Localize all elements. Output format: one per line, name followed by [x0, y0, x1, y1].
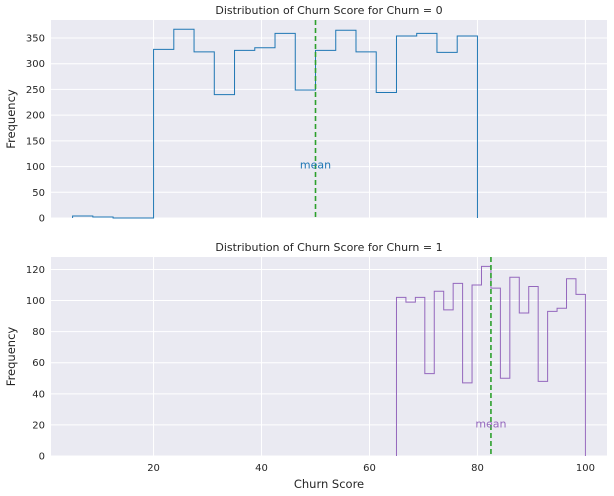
histogram-bin — [295, 90, 315, 218]
histogram-bin — [336, 30, 356, 218]
plot-area — [51, 20, 607, 218]
histogram-bin — [444, 310, 453, 456]
mean-label: mean — [475, 417, 506, 430]
histogram-bin — [376, 93, 396, 218]
histogram-bin — [275, 33, 295, 218]
y-tick-label: 0 — [39, 452, 45, 463]
y-axis-label: Frequency — [4, 327, 18, 387]
histogram-bin — [415, 297, 424, 456]
x-tick-label: 20 — [147, 463, 160, 474]
histogram-bin — [235, 50, 255, 218]
histogram-bin — [425, 374, 434, 456]
histogram-bin — [491, 288, 500, 456]
histogram-bin — [434, 291, 443, 456]
x-tick-label: 40 — [255, 463, 268, 474]
histogram-bin — [510, 277, 519, 456]
y-tick-label: 20 — [32, 420, 45, 431]
y-tick-label: 60 — [32, 358, 45, 369]
y-tick-label: 120 — [26, 265, 45, 276]
histogram-bin — [453, 283, 462, 456]
y-tick-label: 150 — [26, 136, 45, 147]
subplot-2: 0 20 40 60 80 100 120 20 40 60 80 100 mean Distributi… — [4, 241, 607, 491]
histogram-bin — [538, 381, 547, 456]
histogram-bin — [194, 52, 214, 218]
x-tick-label: 80 — [471, 463, 484, 474]
histogram-bin — [93, 217, 113, 218]
y-tick-label: 40 — [32, 389, 45, 400]
y-tick-label: 200 — [26, 111, 45, 122]
histogram-bin — [548, 311, 557, 456]
histogram-bin — [396, 297, 405, 456]
histogram-bin — [417, 33, 437, 218]
histogram-bin — [567, 279, 576, 456]
x-tick-label: 100 — [576, 463, 595, 474]
y-tick-label: 350 — [26, 34, 45, 45]
histogram-bin — [255, 48, 275, 218]
y-tick-label: 80 — [32, 327, 45, 338]
histogram-bin — [576, 294, 585, 456]
histogram-bin — [356, 52, 376, 218]
y-tick-label: 50 — [32, 188, 45, 199]
x-axis-label: Churn Score — [294, 477, 364, 491]
histogram-bin — [557, 308, 566, 456]
histogram-step — [72, 28, 478, 219]
histogram-bin — [437, 52, 457, 218]
mean-label: mean — [300, 159, 331, 172]
histogram-bin — [316, 50, 336, 218]
histogram-bin — [457, 36, 477, 218]
y-axis-label: Frequency — [4, 89, 18, 149]
histogram-bin — [463, 383, 472, 456]
y-tick-label: 100 — [26, 296, 45, 307]
histogram-bin — [174, 29, 194, 218]
histogram-bin — [406, 302, 415, 456]
histogram-bin — [529, 287, 538, 456]
histogram-bin — [519, 313, 528, 456]
histogram-bin — [214, 95, 234, 218]
chart-title: Distribution of Churn Score for Churn = … — [215, 241, 442, 254]
histogram-bin — [154, 49, 174, 218]
x-tick-label: 60 — [363, 463, 376, 474]
y-tick-label: 100 — [26, 162, 45, 173]
histogram-bin — [396, 36, 416, 218]
plot-area — [51, 257, 607, 456]
y-tick-label: 250 — [26, 85, 45, 96]
y-tick-label: 0 — [39, 214, 45, 225]
y-tick-label: 300 — [26, 59, 45, 70]
histogram-bin — [73, 216, 93, 218]
subplot-1: 0 50 100 150 200 250 300 350 mean Distribution of… — [4, 4, 607, 225]
chart-title: Distribution of Churn Score for Churn = … — [215, 4, 442, 17]
